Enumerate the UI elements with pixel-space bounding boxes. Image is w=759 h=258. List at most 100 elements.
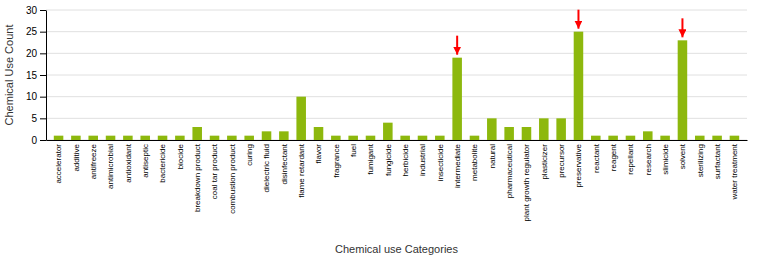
x-tick: combustion product (228, 140, 237, 214)
x-tick-label: repellant (626, 143, 635, 174)
bar (539, 118, 549, 140)
x-tick: dielectric fluid (262, 140, 271, 192)
x-tick-label: breakdown product (193, 143, 202, 212)
chart-svg: 0 5 10 15 20 25 30 accelerator additive antifreez… (0, 0, 759, 258)
bar (366, 136, 376, 140)
y-tick-label: 0 (31, 135, 37, 146)
x-tick: natural (488, 140, 497, 168)
x-tick-label: biocide (176, 143, 185, 169)
x-tick: antioxidant (124, 140, 133, 183)
grid-line (46, 75, 747, 76)
y-tick-label: 10 (26, 91, 38, 102)
x-tick-label: insecticide (436, 143, 445, 181)
x-tick-label: coal tar product (210, 143, 219, 199)
x-tick-label: solvent (678, 143, 687, 169)
bar (54, 136, 64, 140)
y-tick-mark (40, 75, 46, 76)
x-tick: metabolite (470, 140, 479, 181)
x-tick: repellant (626, 140, 635, 175)
x-tick-label: water treatment (730, 143, 739, 200)
bar (210, 136, 220, 140)
y-tick-mark (40, 32, 46, 33)
y-tick: 25 (26, 26, 46, 37)
bar (591, 136, 601, 140)
bar (227, 136, 237, 140)
x-tick: flavor (314, 140, 323, 164)
x-tick-label: disinfectant (280, 143, 289, 184)
x-tick: accelerator (54, 140, 63, 184)
bar (556, 118, 566, 140)
x-tick: fuel (349, 140, 358, 157)
x-tick-label: surfactant (713, 143, 722, 179)
y-tick-label: 15 (26, 70, 38, 81)
bar (106, 136, 116, 140)
bar (158, 136, 168, 140)
x-tick: plasticizer (540, 140, 549, 180)
x-tick: sterilizing (696, 140, 705, 177)
x-tick-label: industrial (418, 144, 427, 176)
x-tick: disinfectant (280, 140, 289, 184)
y-tick-label: 20 (26, 48, 38, 59)
bar (522, 127, 532, 140)
y-tick-mark (40, 140, 46, 141)
bar (504, 127, 514, 140)
x-tick: antimicrobial (106, 140, 115, 189)
y-tick: 30 (26, 5, 46, 16)
bar (643, 131, 653, 140)
x-tick-label: antiseptic (141, 144, 150, 178)
y-axis-line (46, 11, 47, 141)
x-tick: solvent (678, 140, 687, 169)
bar (123, 136, 133, 140)
x-tick: curing (245, 140, 254, 166)
x-tick: reagent (609, 140, 618, 171)
annotations (457, 10, 682, 55)
x-tick: antifreeze (89, 140, 98, 179)
x-tick-label: bactericide (158, 143, 167, 182)
grid-line (46, 53, 747, 54)
bar (140, 136, 150, 140)
x-tick-label: research (644, 144, 653, 175)
x-tick: breakdown product (193, 140, 202, 212)
x-tick-label: fumigant (366, 143, 375, 174)
x-axis-title: Chemical use Categories (335, 243, 458, 255)
x-tick: antiseptic (141, 140, 150, 178)
y-tick: 10 (26, 91, 46, 102)
x-axis: accelerator additive antifreeze antimicrobi… (47, 140, 748, 221)
x-tick-label: additive (72, 143, 81, 171)
bar (88, 136, 98, 140)
x-tick-label: herbicide (401, 143, 410, 176)
x-tick-label: metabolite (470, 143, 479, 180)
y-tick-label: 5 (31, 113, 37, 124)
grid-line (46, 96, 747, 97)
x-tick-label: dielectric fluid (262, 144, 271, 192)
x-tick-label: plasticizer (540, 144, 549, 180)
x-tick-label: intermediate (453, 143, 462, 188)
x-tick: coal tar product (210, 140, 219, 199)
y-tick-mark (40, 97, 46, 98)
x-tick: precursor (557, 140, 566, 178)
chart-container: 0 5 10 15 20 25 30 accelerator additive antifreez… (0, 0, 759, 258)
bar (418, 136, 428, 140)
y-axis-title: Chemical Use Count (3, 25, 15, 126)
x-tick: intermediate (453, 140, 462, 188)
bar (695, 136, 705, 140)
grid (46, 10, 747, 140)
y-tick-mark (40, 10, 46, 11)
bar (730, 136, 740, 140)
bar (470, 136, 480, 140)
x-tick-label: reactant (592, 143, 601, 173)
grid-line (46, 10, 747, 11)
y-tick-label: 25 (26, 26, 38, 37)
x-axis-line (47, 140, 748, 141)
x-tick-label: preservative (574, 143, 583, 187)
x-tick: insecticide (436, 140, 445, 181)
x-tick: research (644, 140, 653, 175)
x-tick: industrial (418, 140, 427, 176)
y-tick: 0 (31, 135, 46, 146)
x-tick-label: reagent (609, 143, 618, 171)
x-tick-label: combustion product (228, 143, 237, 214)
bar (608, 136, 618, 140)
x-tick-label: natural (488, 144, 497, 169)
x-tick-label: antifreeze (89, 143, 98, 179)
y-tick: 15 (26, 70, 46, 81)
